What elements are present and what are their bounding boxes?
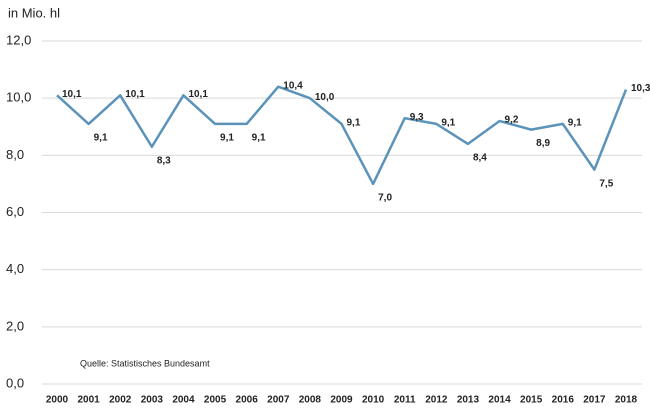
value-label: 9,1 — [441, 118, 455, 129]
line — [56, 85, 628, 186]
value-label: 9,1 — [347, 118, 361, 129]
x-tick-label: 2004 — [172, 395, 195, 406]
x-tick-label: 2008 — [299, 395, 322, 406]
value-label: 9,2 — [505, 115, 519, 126]
y-tick-label: 8,0 — [6, 147, 24, 162]
value-label: 8,9 — [536, 138, 550, 149]
y-tick-label: 0,0 — [6, 375, 24, 390]
x-tick-label: 2013 — [457, 395, 480, 406]
x-tick-label: 2003 — [141, 395, 164, 406]
x-tick-label: 2006 — [236, 395, 259, 406]
y-axis-label: in Mio. hl — [8, 5, 60, 20]
value-label: 8,4 — [473, 153, 487, 164]
value-label: 9,1 — [94, 133, 108, 144]
x-tick-label: 2001 — [77, 395, 100, 406]
value-label: 9,1 — [252, 133, 266, 144]
y-tick-label: 4,0 — [6, 261, 24, 276]
value-label: 10,0 — [315, 92, 335, 103]
value-label: 10,1 — [188, 89, 208, 100]
x-tick-label: 2015 — [520, 395, 543, 406]
x-tick-label: 2000 — [46, 395, 69, 406]
x-tick-label: 2012 — [425, 395, 448, 406]
x-tick-label: 2017 — [583, 395, 606, 406]
x-tick-label: 2002 — [109, 395, 132, 406]
value-label: 7,0 — [378, 193, 392, 204]
y-tick-label: 2,0 — [6, 318, 24, 333]
x-tick-label: 2018 — [615, 395, 638, 406]
value-label: 9,1 — [568, 118, 582, 129]
value-label: 9,1 — [220, 133, 234, 144]
x-tick-label: 2007 — [267, 395, 290, 406]
x-tick-label: 2010 — [362, 395, 385, 406]
value-label: 7,5 — [599, 178, 613, 189]
value-label: 10,1 — [62, 89, 82, 100]
y-tick-label: 12,0 — [6, 32, 31, 47]
value-label: 9,3 — [410, 112, 424, 123]
x-tick-label: 2005 — [204, 395, 227, 406]
x-tick-label: 2011 — [394, 395, 416, 406]
y-tick-label: 10,0 — [6, 90, 31, 105]
x-tick-label: 2016 — [552, 395, 575, 406]
value-label: 10,4 — [283, 80, 303, 91]
y-tick-label: 6,0 — [6, 204, 24, 219]
value-label: 10,3 — [631, 83, 650, 94]
x-tick-label: 2009 — [330, 395, 353, 406]
source-note: Quelle: Statistisches Bundesamt — [80, 358, 210, 368]
value-label: 8,3 — [157, 155, 171, 166]
x-tick-label: 2014 — [488, 395, 511, 406]
value-label: 10,1 — [125, 89, 145, 100]
